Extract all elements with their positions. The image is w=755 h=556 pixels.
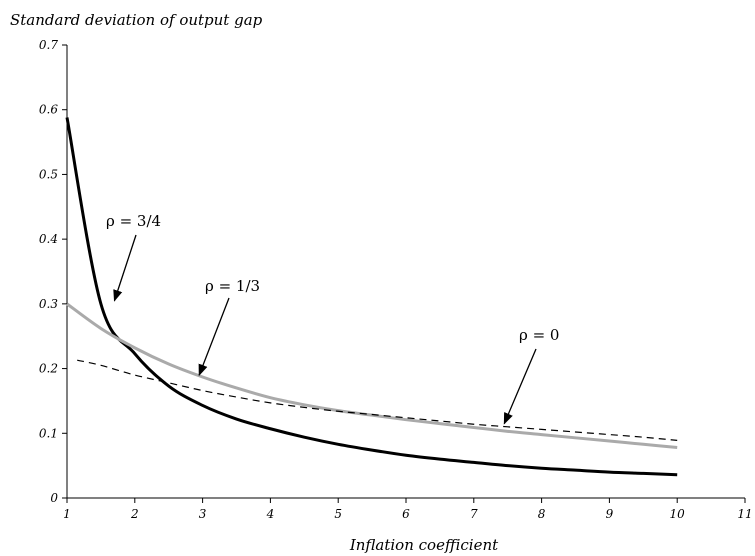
y-tick-label: 0.3	[39, 297, 58, 311]
series-line-rho-1-3	[66, 302, 678, 450]
y-tick-label: 0.4	[39, 232, 58, 246]
x-tick-label: 3	[199, 507, 207, 521]
y-tick-label: 0.2	[39, 362, 58, 376]
series-line-rho-3-4	[65, 117, 678, 477]
annotation-arrow-rho-3-4	[113, 234, 137, 302]
x-tick-label: 11	[737, 507, 752, 521]
y-tick-label: 0.7	[39, 38, 58, 52]
annotation-arrow-rho-1-3	[198, 297, 230, 377]
x-tick-label: 1	[63, 507, 71, 521]
x-tick-label: 9	[606, 507, 614, 521]
y-tick-label: 0	[50, 491, 58, 505]
y-tick-label: 0.1	[39, 426, 58, 440]
x-tick-label: 7	[470, 507, 478, 521]
x-tick-label: 8	[538, 507, 546, 521]
y-tick-label: 0.5	[39, 167, 58, 181]
x-tick-label: 4	[266, 507, 275, 521]
annotation-layer: ρ = 3/4 ρ = 1/3 ρ = 0	[106, 212, 559, 425]
axes: 0 0.1 0.2 0.3 0.4 0.5 0.6 0.7 1 2 3 4 5 6 7 8 9 10 11	[39, 38, 753, 521]
x-tick-label: 6	[402, 507, 410, 521]
x-tick-label: 10	[670, 507, 686, 521]
annotation-label-rho-1-3: ρ = 1/3	[205, 277, 260, 295]
x-tick-label: 5	[334, 507, 342, 521]
x-tick-label: 2	[130, 507, 139, 521]
annotation-label-rho-0: ρ = 0	[519, 326, 559, 344]
series-line-rho-0	[77, 359, 678, 442]
series-layer	[65, 117, 678, 477]
annotation-label-rho-3-4: ρ = 3/4	[106, 212, 161, 230]
x-axis-title: Inflation coefficient	[349, 536, 499, 554]
y-axis-title: Standard deviation of output gap	[10, 11, 263, 29]
annotation-arrow-rho-0	[503, 348, 537, 425]
y-tick-label: 0.6	[39, 103, 58, 117]
